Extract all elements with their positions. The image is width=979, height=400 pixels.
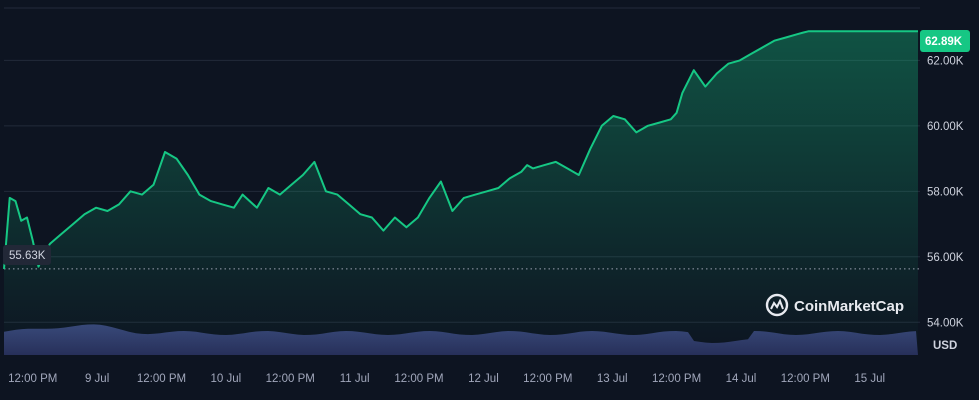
- price-area: [4, 31, 918, 355]
- x-tick-label: 9 Jul: [85, 373, 109, 385]
- y-tick-label: 62.00K: [927, 55, 964, 67]
- x-tick-label: 12:00 PM: [781, 373, 830, 385]
- x-tick-label: 12:00 PM: [652, 373, 701, 385]
- watermark-text: CoinMarketCap: [794, 298, 904, 315]
- x-tick-label: 12 Jul: [468, 373, 499, 385]
- y-tick-label: 54.00K: [927, 317, 964, 329]
- y-tick-label: 58.00K: [927, 186, 964, 198]
- x-tick-label: 12:00 PM: [8, 373, 57, 385]
- current-price-badge: 62.89K: [920, 30, 970, 52]
- x-tick-label: 12:00 PM: [137, 373, 186, 385]
- watermark-logo: CoinMarketCap: [765, 293, 904, 317]
- price-line: [3, 30, 918, 269]
- y-tick-label: 60.00K: [927, 121, 964, 133]
- coinmarketcap-icon: [765, 293, 789, 317]
- x-tick-label: 13 Jul: [597, 373, 628, 385]
- x-axis: 12:00 PM 9 Jul 12:00 PM 10 Jul 12:00 PM 11 Ju…: [8, 373, 885, 385]
- open-price-label: 55.63K: [9, 250, 46, 262]
- x-tick-label: 12:00 PM: [266, 373, 315, 385]
- current-price-label: 62.89K: [925, 36, 963, 48]
- x-tick-label: 14 Jul: [726, 373, 757, 385]
- open-price-badge: 55.63K: [3, 245, 51, 265]
- y-axis: 62.00K 60.00K 58.00K 56.00K 54.00K: [927, 55, 964, 329]
- x-tick-label: 12:00 PM: [394, 373, 443, 385]
- x-tick-label: 12:00 PM: [523, 373, 572, 385]
- y-tick-label: 56.00K: [927, 252, 964, 264]
- x-tick-label: 11 Jul: [340, 373, 370, 385]
- y-unit-label: USD: [933, 340, 957, 352]
- x-tick-label: 10 Jul: [211, 373, 242, 385]
- x-tick-label: 15 Jul: [854, 373, 885, 385]
